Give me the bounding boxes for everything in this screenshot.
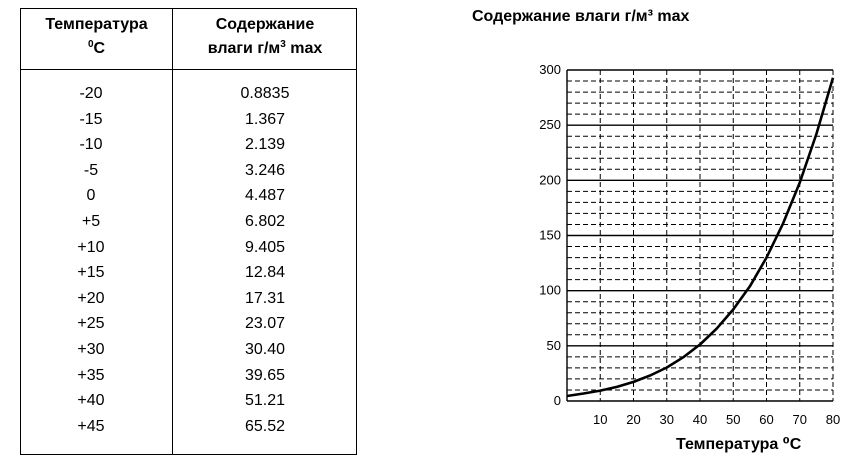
temperature-cell: +10 [77,238,105,256]
moisture-cell: 3.246 [244,161,286,179]
x-tick-label: 80 [826,412,840,427]
header-content-line2: влаги г/м [207,40,281,57]
temperature-cell: +15 [77,264,105,282]
temperature-cell: +40 [77,392,105,410]
x-axis-title: Температура ⁰C [676,436,802,453]
table-header: Температура 0C Содержание влаги г/м3 max [21,9,356,70]
moisture-chart: 0 50 100 150 200 250 300 10 20 30 40 50 60 70 80 [539,62,840,427]
table-row: +20 17.31 [21,286,356,312]
table-body: -20 0.8835 -15 1.367 -10 2.139 -5 3.246 0 4.487 +5… [21,81,356,439]
moisture-table: Температура 0C Содержание влаги г/м3 max… [20,8,357,455]
header-moisture-content: Содержание влаги г/м3 max [173,15,357,59]
table-row: -5 3.246 [21,158,356,184]
x-tick-label: 50 [726,412,740,427]
temperature-cell: +30 [77,340,105,358]
y-tick-label: 50 [547,338,561,353]
temperature-cell: +20 [77,289,105,307]
moisture-cell: 65.52 [244,417,286,435]
moisture-cell: 2.139 [244,136,286,154]
x-tick-label: 10 [593,412,607,427]
moisture-cell: 12.84 [244,264,286,282]
temperature-cell: 0 [86,187,96,205]
temperature-cell: +45 [77,417,105,435]
table-row: +5 6.802 [21,209,356,235]
table-row: +35 39.65 [21,363,356,389]
table-row: -15 1.367 [21,107,356,133]
temperature-cell: -5 [83,161,99,179]
header-temperature-unit: C [93,40,106,57]
y-tick-label: 200 [539,172,561,187]
y-tick-label: 0 [554,393,561,408]
header-content-tail: max [285,40,323,57]
moisture-cell: 17.31 [244,289,286,307]
table-row: 0 4.487 [21,183,356,209]
table-row: -20 0.8835 [21,81,356,107]
temperature-cell: -10 [79,136,103,154]
header-temperature: Температура 0C [21,15,172,59]
moisture-cell: 9.405 [244,238,286,256]
table-row: +25 23.07 [21,311,356,337]
table-row: -10 2.139 [21,132,356,158]
x-tick-label: 60 [759,412,773,427]
moisture-cell: 23.07 [244,315,286,333]
table-row: +15 12.84 [21,260,356,286]
temperature-cell: -15 [79,110,103,128]
y-tick-label: 150 [539,228,561,243]
header-temperature-label: Температура [45,16,148,33]
temperature-cell: +25 [77,315,105,333]
temperature-cell: +35 [77,366,105,384]
moisture-cell: 6.802 [244,212,286,230]
table-row: +10 9.405 [21,235,356,261]
header-content-sup: 3 [280,39,286,50]
x-tick-label: 70 [793,412,807,427]
moisture-cell: 30.40 [244,340,286,358]
header-content-line1: Содержание [215,16,315,33]
x-tick-label: 30 [660,412,674,427]
temperature-cell: -20 [79,85,103,102]
y-tick-label: 250 [539,117,561,132]
x-tick-label: 40 [693,412,707,427]
moisture-cell: 1.367 [244,110,286,128]
moisture-cell: 4.487 [244,187,286,205]
y-tick-label: 100 [539,283,561,298]
header-temperature-degree: 0 [87,39,94,50]
moisture-cell: 39.65 [244,366,286,384]
y-tick-label: 300 [539,62,561,77]
moisture-cell: 0.8835 [240,85,290,102]
table-row: +30 30.40 [21,337,356,363]
column-divider [172,9,173,454]
table-row: +40 51.21 [21,388,356,414]
moisture-curve [566,77,835,398]
chart-title: Содержание влаги г/м³ max [472,8,690,25]
temperature-cell: +5 [81,212,101,230]
table-row: +45 65.52 [21,414,356,440]
x-tick-label: 20 [626,412,640,427]
moisture-cell: 51.21 [244,392,286,410]
